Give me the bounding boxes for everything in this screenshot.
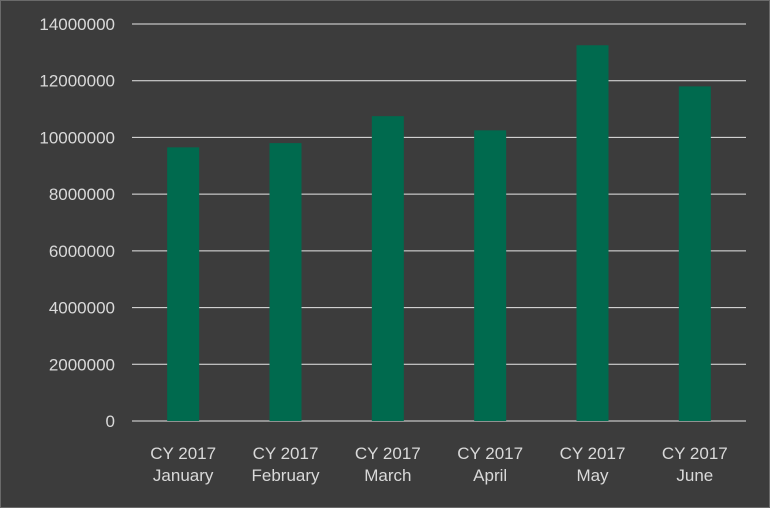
y-tick-label: 8000000 bbox=[49, 185, 115, 204]
bar bbox=[576, 45, 609, 422]
x-category-label: CY 2017 January bbox=[150, 444, 216, 485]
y-tick-label: 4000000 bbox=[49, 299, 115, 318]
bar bbox=[269, 143, 302, 421]
y-tick-label: 12000000 bbox=[39, 72, 115, 91]
bar bbox=[474, 130, 507, 421]
y-tick-label: 0 bbox=[106, 412, 115, 431]
x-category-label: CY 2017 February bbox=[251, 444, 320, 485]
x-axis-category-labels: CY 2017 January CY 2017 February CY 2017 Marc… bbox=[150, 444, 728, 485]
y-tick-label: 14000000 bbox=[39, 15, 115, 34]
x-category-label: CY 2017 June bbox=[662, 444, 728, 485]
x-category-label: CY 2017 April bbox=[457, 444, 523, 485]
y-tick-label: 10000000 bbox=[39, 128, 115, 147]
bar bbox=[371, 116, 404, 422]
x-category-label: CY 2017 May bbox=[560, 444, 626, 485]
x-category-label: CY 2017 March bbox=[355, 444, 421, 485]
y-tick-label: 2000000 bbox=[49, 355, 115, 374]
bar bbox=[167, 147, 200, 421]
y-tick-label: 6000000 bbox=[49, 242, 115, 261]
y-axis-tick-labels: 0 2000000 4000000 6000000 8000000 10000000 120… bbox=[39, 15, 115, 431]
gridlines bbox=[132, 23, 746, 422]
bars bbox=[167, 45, 711, 422]
bar bbox=[678, 86, 711, 421]
